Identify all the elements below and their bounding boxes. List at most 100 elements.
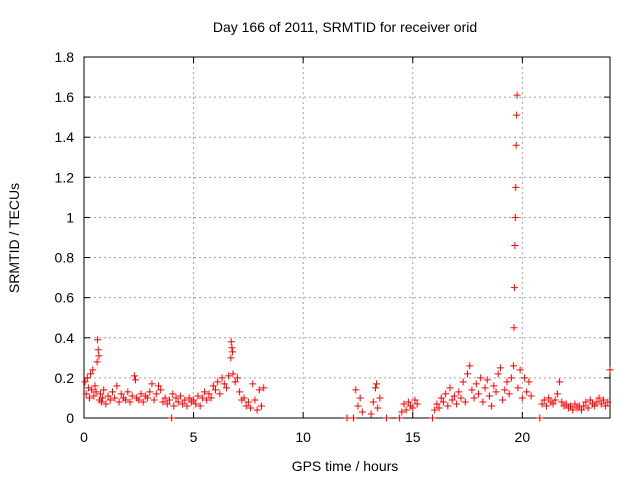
data-point xyxy=(510,324,518,332)
data-point xyxy=(591,402,599,410)
data-point xyxy=(571,400,579,408)
data-point xyxy=(95,352,103,360)
data-point xyxy=(242,402,250,410)
data-point xyxy=(196,402,204,410)
data-point xyxy=(96,390,104,398)
data-point xyxy=(89,366,97,374)
data-point xyxy=(472,380,480,388)
data-point xyxy=(475,390,482,398)
data-point xyxy=(135,396,143,404)
y-axis-label: SRMTID / TECUs xyxy=(6,183,22,293)
data-point xyxy=(190,396,198,404)
data-point xyxy=(446,384,454,392)
data-point xyxy=(490,382,498,390)
data-point xyxy=(179,400,187,408)
data-point xyxy=(91,382,99,390)
data-point xyxy=(161,394,169,402)
data-point xyxy=(512,183,520,191)
data-point xyxy=(606,366,614,374)
data-point xyxy=(464,370,472,378)
data-points xyxy=(81,91,614,422)
data-point xyxy=(93,358,101,366)
data-point xyxy=(128,392,136,400)
data-point xyxy=(551,396,559,404)
data-point xyxy=(108,388,116,396)
y-tick-label: 0.4 xyxy=(55,330,75,346)
data-point xyxy=(157,386,165,394)
data-point xyxy=(582,398,590,406)
y-tick-label: 1 xyxy=(66,209,74,225)
data-point xyxy=(169,390,177,398)
data-point xyxy=(163,400,171,408)
data-point xyxy=(244,398,252,406)
data-point xyxy=(352,386,360,394)
data-point xyxy=(527,392,535,400)
data-point xyxy=(439,398,447,406)
data-point xyxy=(488,402,496,410)
y-tick-label: 0.6 xyxy=(55,290,75,306)
data-point xyxy=(255,386,263,394)
data-point xyxy=(220,380,228,388)
data-point xyxy=(124,388,132,396)
data-point xyxy=(501,386,509,394)
data-point xyxy=(485,392,493,400)
data-point xyxy=(185,394,193,402)
y-tick-label: 1.6 xyxy=(55,89,75,105)
data-point xyxy=(580,402,588,410)
data-point xyxy=(512,141,520,149)
data-point xyxy=(479,398,487,406)
data-point xyxy=(413,400,421,408)
data-point xyxy=(85,394,93,402)
data-point xyxy=(236,388,244,396)
data-point xyxy=(513,91,521,99)
y-tick-label: 1.2 xyxy=(55,169,75,185)
data-point xyxy=(435,404,443,412)
data-point xyxy=(343,414,351,422)
data-point xyxy=(172,394,180,402)
data-point xyxy=(168,414,176,422)
data-point xyxy=(511,213,519,221)
data-point xyxy=(556,378,564,386)
data-point xyxy=(545,394,553,402)
data-point xyxy=(354,402,362,410)
data-point xyxy=(457,394,465,402)
data-point xyxy=(398,408,406,416)
data-point xyxy=(450,392,458,400)
data-point xyxy=(549,400,557,408)
data-point xyxy=(251,396,259,404)
data-point xyxy=(505,390,513,398)
data-point xyxy=(562,400,570,408)
data-point xyxy=(584,404,592,412)
data-point xyxy=(233,374,241,382)
data-point xyxy=(150,396,158,404)
data-point xyxy=(222,384,230,392)
data-point xyxy=(536,414,544,422)
x-tick-label: 5 xyxy=(190,429,198,445)
data-point xyxy=(369,398,377,406)
data-point xyxy=(466,362,474,370)
data-point xyxy=(356,394,364,402)
data-point xyxy=(604,398,612,406)
data-point xyxy=(470,394,478,402)
y-tick-label: 0.8 xyxy=(55,250,75,266)
data-point xyxy=(148,380,156,388)
data-point xyxy=(455,388,463,396)
data-point xyxy=(602,402,610,410)
data-point xyxy=(260,384,268,392)
data-point xyxy=(578,406,586,414)
data-point xyxy=(198,394,206,402)
data-point xyxy=(87,370,95,378)
data-point xyxy=(448,396,456,404)
data-point xyxy=(376,394,384,402)
grid xyxy=(84,57,610,418)
data-point xyxy=(396,414,404,422)
data-point xyxy=(90,392,98,400)
data-point xyxy=(218,374,226,382)
data-point xyxy=(155,382,163,390)
data-point xyxy=(228,344,236,352)
data-point xyxy=(139,398,147,406)
data-point xyxy=(152,390,160,398)
data-point xyxy=(102,400,110,408)
